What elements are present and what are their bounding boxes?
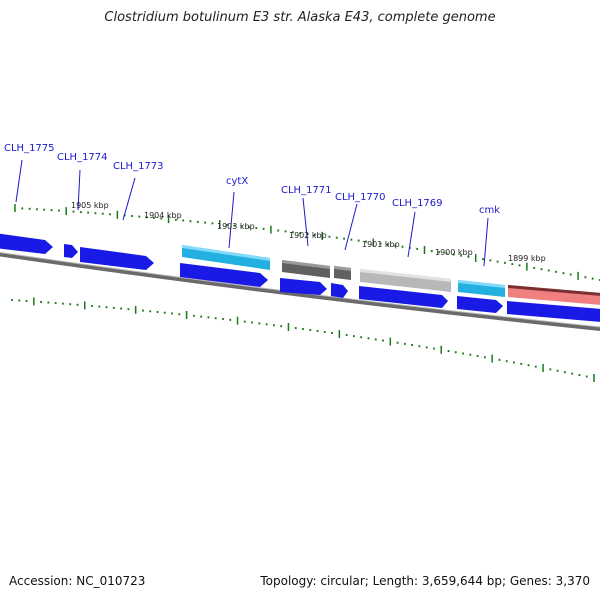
- gene-leaders: [15, 159, 489, 267]
- genome-backbone: [0, 252, 600, 331]
- kbp-labels: 1905 kbp 1904 kbp 1903 kbp 1902 kbp 1901…: [71, 201, 546, 263]
- kbp-label: 1903 kbp: [217, 222, 255, 231]
- gene-label[interactable]: CLH_1775: [4, 143, 55, 154]
- gene-label[interactable]: CLH_1771: [281, 185, 332, 196]
- kbp-label: 1905 kbp: [71, 201, 109, 210]
- inner-tick-ring: [11, 297, 595, 382]
- gene-labels: CLH_1775 CLH_1774 CLH_1773 cytX CLH_1771…: [4, 143, 500, 216]
- outer-tick-ring: [14, 204, 600, 281]
- gene-arrow-clh-1770[interactable]: [331, 283, 348, 298]
- feature-track: [182, 245, 600, 305]
- kbp-label: 1901 kbp: [362, 240, 400, 249]
- feature-clh-1769[interactable]: [360, 269, 451, 292]
- genome-summary-text: Topology: circular; Length: 3,659,644 bp…: [260, 574, 590, 588]
- gene-label[interactable]: CLH_1770: [335, 192, 386, 203]
- accession-text: Accession: NC_010723: [9, 574, 146, 588]
- kbp-label: 1902 kbp: [289, 231, 327, 240]
- gene-arrow-cytx[interactable]: [180, 263, 268, 287]
- feature-next[interactable]: [508, 285, 600, 305]
- kbp-label: 1899 kbp: [508, 254, 546, 263]
- gene-track: [0, 233, 600, 322]
- gene-arrow-clh-1774[interactable]: [64, 244, 78, 258]
- gene-arrow-clh-1771[interactable]: [280, 278, 327, 295]
- kbp-label: 1904 kbp: [144, 211, 182, 220]
- gene-label[interactable]: CLH_1773: [113, 161, 164, 172]
- kbp-label: 1900 kbp: [435, 248, 473, 257]
- gene-label[interactable]: cmk: [479, 205, 500, 216]
- gene-arrow-next[interactable]: [507, 301, 600, 322]
- gene-arrow-clh-1773[interactable]: [80, 247, 154, 270]
- gene-label[interactable]: cytX: [226, 176, 248, 187]
- gene-arrow-cmk[interactable]: [457, 296, 503, 313]
- gene-label[interactable]: CLH_1774: [57, 152, 108, 163]
- map-title: Clostridium botulinum E3 str. Alaska E43…: [104, 10, 496, 25]
- gene-label[interactable]: CLH_1769: [392, 198, 443, 209]
- gene-arrow-clh-1775[interactable]: [0, 233, 53, 254]
- gene-arrow-clh-1769[interactable]: [359, 286, 448, 308]
